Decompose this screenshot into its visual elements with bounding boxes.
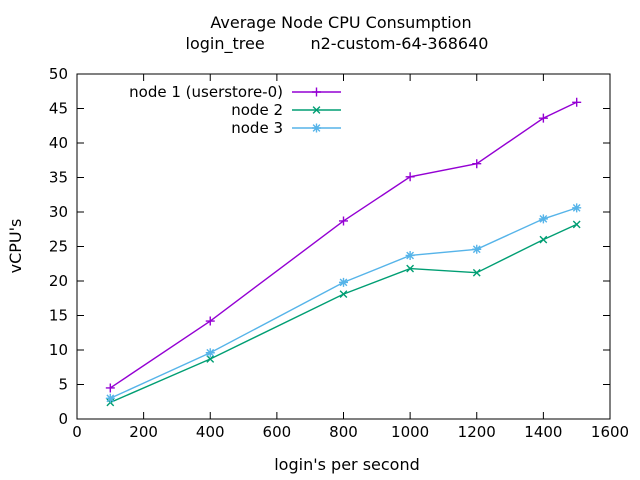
series-2-point-marker [539, 235, 548, 244]
y-tick-label: 30 [49, 203, 68, 221]
series-1-point-marker [538, 113, 548, 123]
series-3-point-marker [339, 277, 348, 287]
series-1-point-marker [105, 383, 115, 393]
legend-sample-marker-2 [312, 106, 321, 114]
chart-title: Average Node CPU Consumption [210, 13, 471, 32]
x-tick-label: 800 [329, 423, 358, 441]
y-tick-label: 50 [49, 65, 68, 83]
series-3-point-marker [472, 244, 482, 254]
series-1-point-marker [339, 216, 348, 226]
legend-sample-marker-3 [312, 123, 321, 133]
x-tick-label: 400 [196, 423, 225, 441]
y-tick-label: 5 [58, 376, 68, 394]
x-tick-label: 1600 [591, 423, 629, 441]
x-axis-label: login's per second [274, 455, 420, 474]
y-tick-label: 15 [49, 307, 68, 325]
y-tick-label: 45 [49, 100, 68, 118]
x-tick-label: 1000 [391, 423, 429, 441]
y-tick-label: 25 [49, 238, 68, 256]
series-1-point-marker [205, 316, 215, 326]
y-axis-label: vCPU's [6, 219, 25, 274]
x-tick-label: 200 [129, 423, 158, 441]
series-1-point-marker [405, 172, 415, 182]
x-tick-label: 600 [263, 423, 292, 441]
series-1-point-marker [472, 159, 482, 169]
chart-subtitle: login_tree n2-custom-64-368640 [186, 34, 489, 54]
series-2-point-marker [339, 290, 348, 299]
legend-label-3: node 3 [231, 119, 283, 137]
series-3-point-marker [538, 214, 548, 224]
x-tick-label: 1400 [524, 423, 562, 441]
series-3-point-marker [405, 250, 415, 260]
y-tick-label: 35 [49, 169, 68, 187]
series-1-point-marker [572, 97, 582, 107]
y-tick-label: 0 [58, 410, 68, 428]
series-3-point-marker [205, 348, 215, 358]
y-tick-label: 20 [49, 272, 68, 290]
y-tick-label: 40 [49, 134, 68, 152]
series-3-point-marker [572, 203, 582, 213]
x-tick-label: 0 [72, 423, 82, 441]
series-2-point-marker [406, 264, 415, 273]
series-2-point-marker [206, 355, 215, 363]
series-2-point-marker [472, 268, 481, 277]
series-3-point-marker [105, 393, 115, 403]
legend-label-1: node 1 (userstore-0) [129, 83, 283, 101]
y-tick-label: 10 [49, 341, 68, 359]
legend-sample-marker-1 [312, 87, 321, 97]
legend-label-2: node 2 [231, 101, 283, 119]
series-2-point-marker [572, 220, 581, 229]
x-tick-label: 1200 [458, 423, 496, 441]
